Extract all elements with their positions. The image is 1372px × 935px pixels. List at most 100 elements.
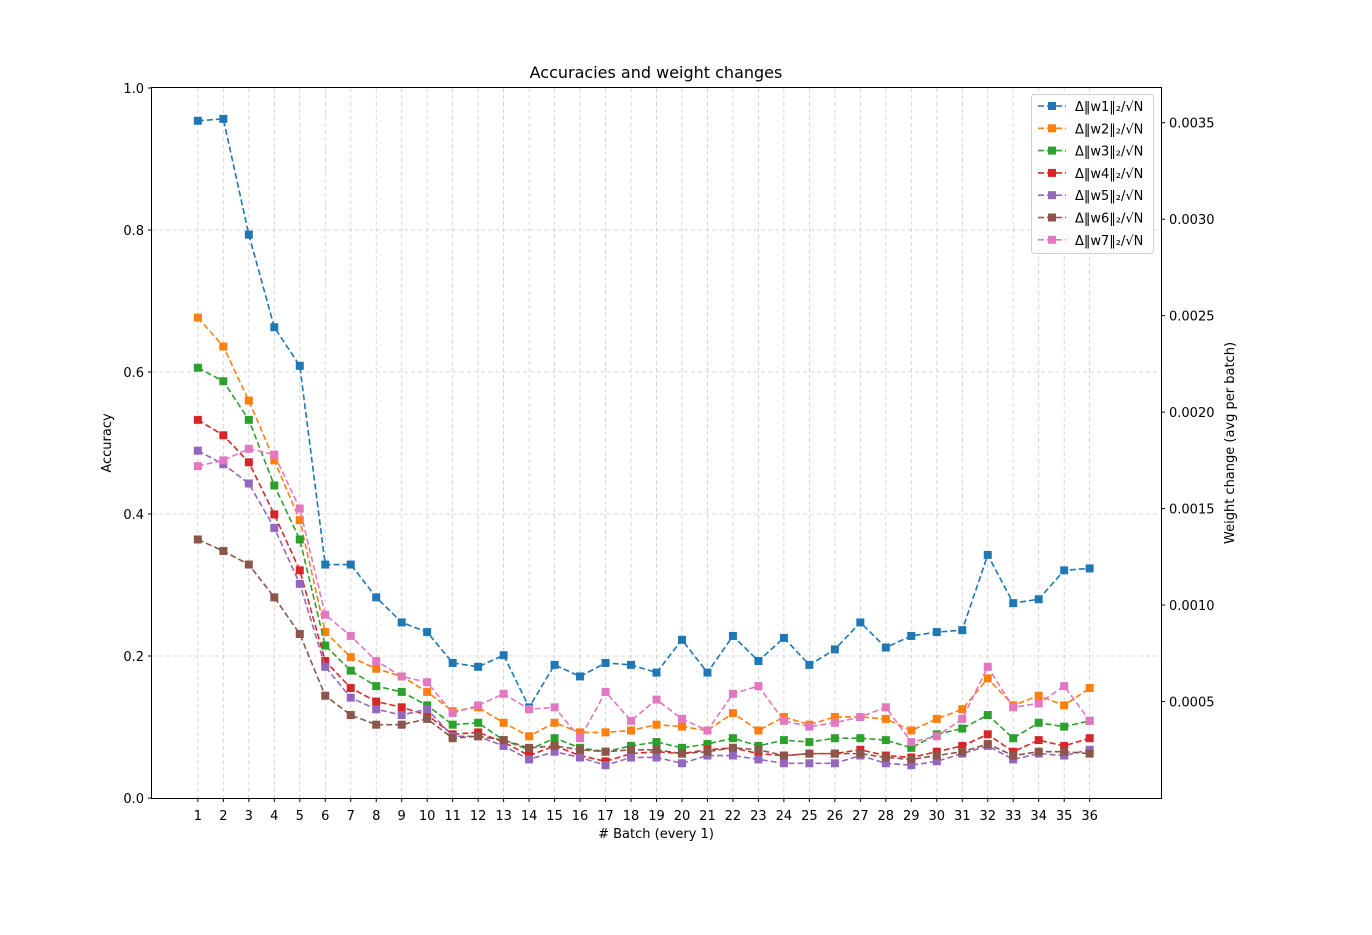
series-2 [193, 313, 1094, 741]
data-point-w6 [601, 747, 610, 756]
data-point-w3 [193, 363, 202, 372]
data-point-w3 [907, 743, 916, 752]
data-point-w7 [932, 732, 941, 741]
data-point-w3 [703, 739, 712, 748]
data-point-w1 [474, 662, 483, 671]
data-point-w1 [932, 628, 941, 637]
data-point-w3 [805, 738, 814, 747]
data-point-w7 [321, 610, 330, 619]
data-point-w7 [474, 701, 483, 710]
x-tick-label: 13 [495, 809, 512, 824]
x-tick-label: 2 [219, 809, 227, 824]
series-line-w1 [197, 118, 1090, 709]
data-point-w5 [295, 579, 304, 588]
data-point-w5 [754, 755, 763, 764]
data-point-w4 [244, 458, 253, 467]
data-point-w2 [627, 726, 636, 735]
data-point-w6 [525, 743, 534, 752]
data-point-w5 [805, 759, 814, 768]
data-point-w6 [219, 547, 228, 556]
right-y-tick-label: 0.0025 [1169, 310, 1215, 325]
series-layer [193, 114, 1094, 770]
data-point-w6 [932, 751, 941, 760]
data-point-w7 [423, 678, 432, 687]
data-point-w6 [372, 720, 381, 729]
legend-label-w6: Δ‖w6‖₂/√N [1075, 212, 1143, 227]
data-point-w3 [219, 377, 228, 386]
x-tick-label: 29 [903, 809, 920, 824]
data-point-w2 [295, 516, 304, 525]
legend-marker-w3 [1048, 146, 1056, 155]
data-point-w1 [321, 560, 330, 569]
legend-label-w2: Δ‖w2‖₂/√N [1075, 122, 1143, 137]
data-point-w2 [193, 313, 202, 322]
data-point-w6 [193, 535, 202, 544]
data-point-w5 [423, 705, 432, 714]
x-tick-label: 20 [674, 809, 691, 824]
data-point-w7 [830, 718, 839, 727]
x-tick-label: 17 [597, 809, 614, 824]
data-point-w3 [1009, 734, 1018, 743]
data-point-w3 [244, 415, 253, 424]
data-point-w4 [983, 730, 992, 739]
x-tick-label: 9 [398, 809, 406, 824]
data-point-w4 [193, 415, 202, 424]
data-point-w6 [1009, 751, 1018, 760]
data-point-w1 [1085, 564, 1094, 573]
data-point-w3 [448, 720, 457, 729]
left-y-ticks: 0.0 0.2 0.4 0.6 0.8 1.0 [123, 82, 152, 807]
data-point-w7 [958, 714, 967, 723]
data-point-w5 [907, 761, 916, 770]
data-point-w7 [550, 703, 559, 712]
data-point-w5 [397, 711, 406, 720]
data-point-w2 [983, 674, 992, 683]
legend-entry-w3: Δ‖w3‖₂/√N [1038, 145, 1143, 160]
data-point-w4 [1060, 741, 1069, 750]
legend-entry-w7: Δ‖w7‖₂/√N [1038, 234, 1143, 249]
x-tick-label: 7 [347, 809, 355, 824]
data-point-w5 [550, 747, 559, 756]
data-point-w5 [525, 755, 534, 764]
x-axis-label: # Batch (every 1) [598, 827, 714, 842]
data-point-w5 [244, 479, 253, 488]
data-point-w6 [754, 745, 763, 754]
data-point-w2 [525, 732, 534, 741]
data-point-w2 [601, 728, 610, 737]
data-point-w5 [270, 523, 279, 532]
data-point-w1 [270, 323, 279, 332]
x-tick-label: 1 [194, 809, 202, 824]
data-point-w1 [1060, 566, 1069, 575]
data-point-w2 [907, 726, 916, 735]
data-point-w4 [372, 697, 381, 706]
data-point-w2 [830, 712, 839, 721]
legend-items: Δ‖w1‖₂/√N Δ‖w2‖₂/√N Δ‖w3‖₂/√N Δ‖w4‖₂/√N Δ‖w5… [1038, 100, 1143, 249]
data-point-w1 [193, 116, 202, 125]
x-tick-label: 25 [801, 809, 818, 824]
data-point-w2 [550, 718, 559, 727]
data-point-w2 [270, 456, 279, 465]
data-point-w1 [295, 361, 304, 370]
data-point-w5 [193, 446, 202, 455]
x-tick-label: 18 [623, 809, 640, 824]
x-tick-label: 10 [419, 809, 436, 824]
data-point-w7 [372, 657, 381, 666]
data-point-w6 [550, 741, 559, 750]
data-point-w5 [881, 759, 890, 768]
x-tick-label: 4 [270, 809, 278, 824]
data-point-w7 [397, 672, 406, 681]
left-y-tick-label: 1.0 [123, 82, 144, 97]
right-y-tick-label: 0.0015 [1169, 503, 1215, 518]
x-tick-label: 33 [1005, 809, 1022, 824]
data-point-w6 [728, 743, 737, 752]
data-point-w2 [576, 728, 585, 737]
data-point-w1 [805, 660, 814, 669]
data-point-w6 [627, 745, 636, 754]
data-point-w1 [372, 593, 381, 602]
data-point-w7 [805, 722, 814, 731]
data-point-w7 [244, 444, 253, 453]
data-point-w7 [576, 734, 585, 743]
data-point-w4 [321, 657, 330, 666]
data-point-w1 [244, 230, 253, 239]
x-tick-label: 5 [296, 809, 304, 824]
x-tick-label: 12 [470, 809, 487, 824]
